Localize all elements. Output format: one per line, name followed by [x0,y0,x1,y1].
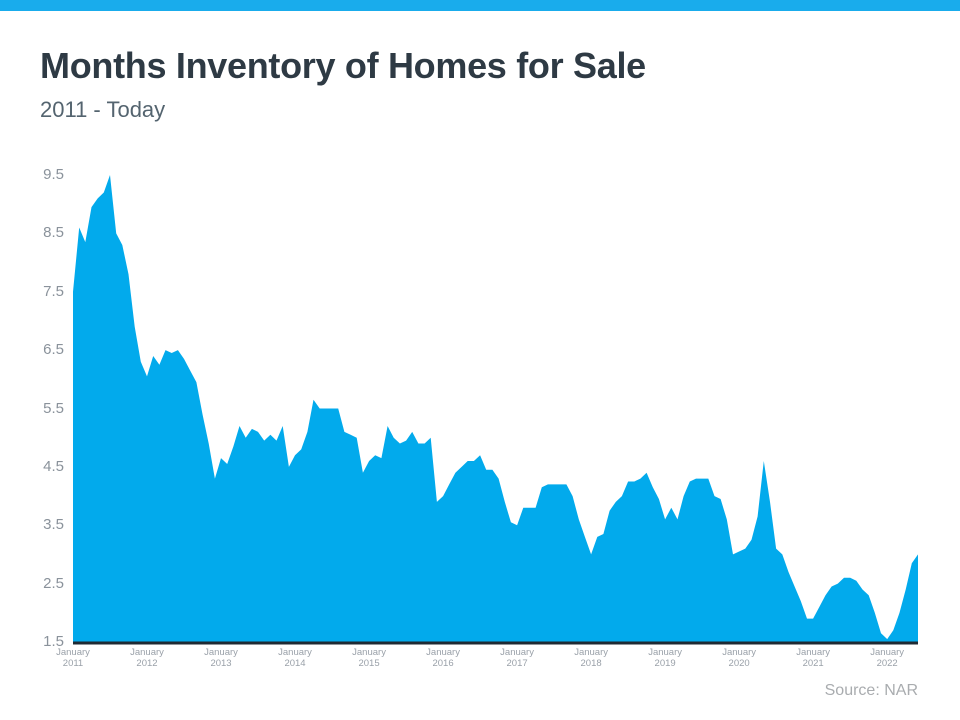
y-tick-label: 3.5 [43,516,64,534]
x-tick-year: 2021 [802,658,824,669]
x-tick-label: January 2011 [41,647,105,669]
x-tick-month: January [130,647,164,658]
x-tick-month: January [278,647,312,658]
y-tick-label: 5.5 [43,399,64,417]
x-tick-label: January 2019 [633,647,697,669]
x-tick-year: 2013 [210,658,232,669]
x-tick-year: 2012 [136,658,158,669]
x-tick-month: January [426,647,460,658]
x-tick-label: January 2012 [115,647,179,669]
x-tick-month: January [648,647,683,658]
x-tick-label: January 2020 [707,647,771,669]
area-series-shape [73,175,918,642]
x-tick-month: January [352,647,386,658]
y-tick-label: 9.5 [43,166,64,183]
x-tick-month: January [56,647,90,658]
x-tick-year: 2015 [358,658,380,669]
x-tick-label: January 2021 [781,647,845,669]
x-tick-month: January [500,647,534,658]
x-tick-year: 2020 [728,658,750,669]
x-tick-year: 2019 [654,658,676,669]
x-tick-year: 2017 [506,658,528,669]
x-axis-line [73,641,918,645]
x-tick-label: January 2014 [263,647,327,669]
x-tick-label: January 2016 [411,647,475,669]
source-note: Source: NAR [824,682,918,699]
x-tick-month: January [574,647,608,658]
x-tick-month: January [870,647,905,658]
x-tick-month: January [796,647,831,658]
x-tick-month: January [204,647,238,658]
x-tick-label: January 2022 [855,647,919,669]
x-tick-year: 2016 [432,658,454,669]
y-tick-label: 1.5 [43,633,64,650]
x-tick-month: January [722,647,757,658]
y-tick-label: 6.5 [43,341,64,359]
y-tick-label: 4.5 [43,457,64,475]
x-tick-year: 2018 [580,658,602,669]
x-tick-label: January 2015 [337,647,401,669]
y-tick-label: 2.5 [43,574,64,592]
x-tick-label: January 2018 [559,647,623,669]
page-subtitle: 2011 - Today [40,97,166,122]
x-tick-year: 2022 [876,658,898,669]
y-tick-label: 7.5 [43,282,64,300]
top-accent-bar [0,0,960,11]
x-tick-label: January 2013 [189,647,253,669]
x-tick-label: January 2017 [485,647,549,669]
x-tick-year: 2011 [62,658,84,669]
y-tick-label: 8.5 [43,224,64,242]
x-tick-year: 2014 [284,658,306,669]
page-title: Months Inventory of Homes for Sale [40,45,646,86]
